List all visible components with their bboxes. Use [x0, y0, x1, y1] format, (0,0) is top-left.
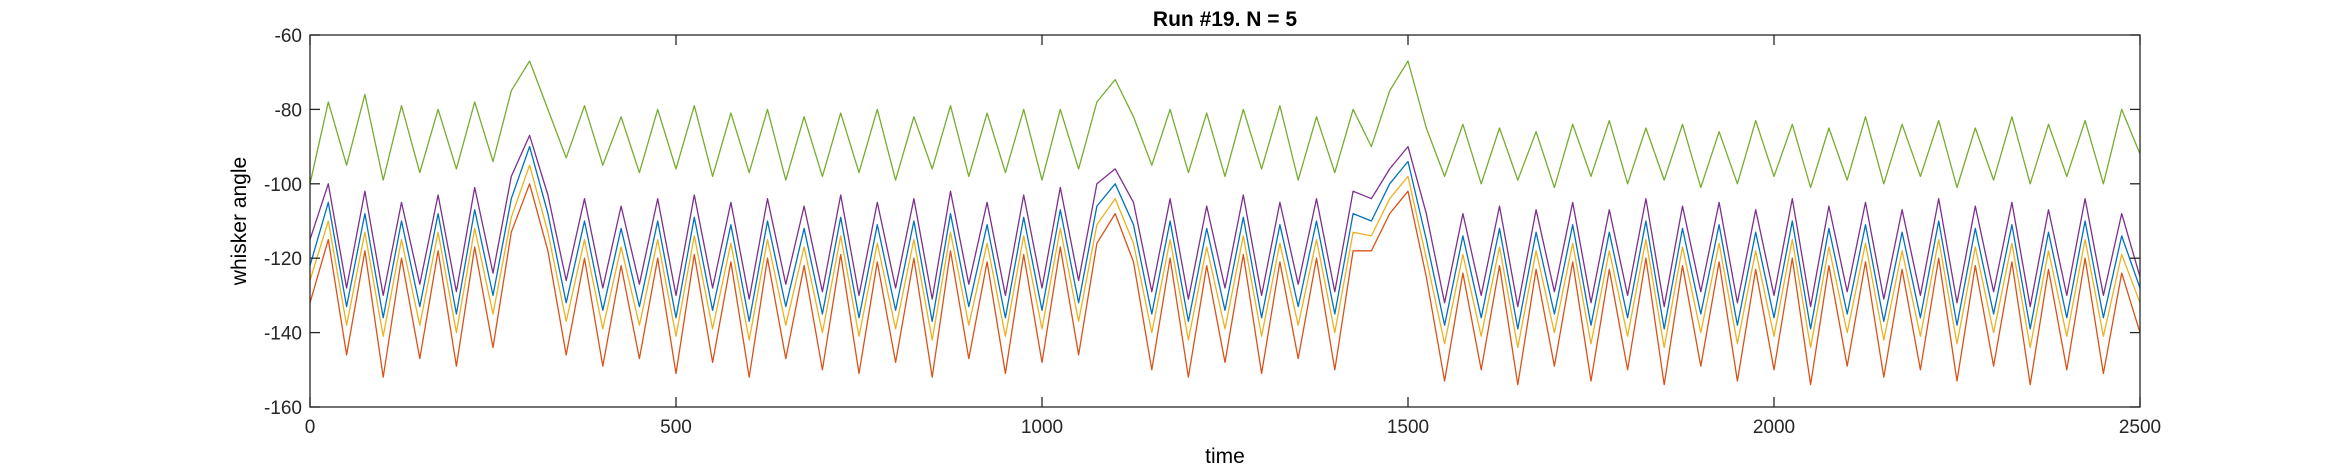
x-tick-label: 2500	[2119, 417, 2161, 438]
y-axis: -60 -80 -100 -120 -140 -160	[264, 26, 2140, 419]
x-axis-label: time	[1205, 445, 1245, 468]
plot-area	[310, 35, 2140, 407]
y-tick-label: -80	[275, 100, 302, 121]
series-line-3	[309, 145, 2141, 330]
chart-title: Run #19. N = 5	[1153, 8, 1297, 31]
x-tick-label: 500	[660, 417, 692, 438]
plot-frame	[309, 34, 2141, 408]
y-tick-label: -60	[275, 26, 302, 47]
x-tick-label: 0	[305, 417, 316, 438]
y-tick-label: -100	[264, 175, 302, 196]
x-tick-label: 1500	[1387, 417, 1429, 438]
y-tick-label: -120	[264, 249, 302, 270]
series-layer	[309, 60, 2141, 386]
series-line-4	[309, 164, 2141, 349]
y-tick-label: -140	[264, 324, 302, 345]
x-axis: 0 500 1000 1500 2000 2500	[305, 35, 2161, 438]
x-tick-label: 2000	[1753, 417, 1795, 438]
series-line-5	[309, 183, 2141, 386]
x-tick-label: 1000	[1021, 417, 1063, 438]
y-axis-label: whisker angle	[228, 157, 251, 286]
series-line-1	[309, 60, 2141, 189]
series-line-2	[309, 134, 2141, 308]
y-tick-label: -160	[264, 398, 302, 419]
